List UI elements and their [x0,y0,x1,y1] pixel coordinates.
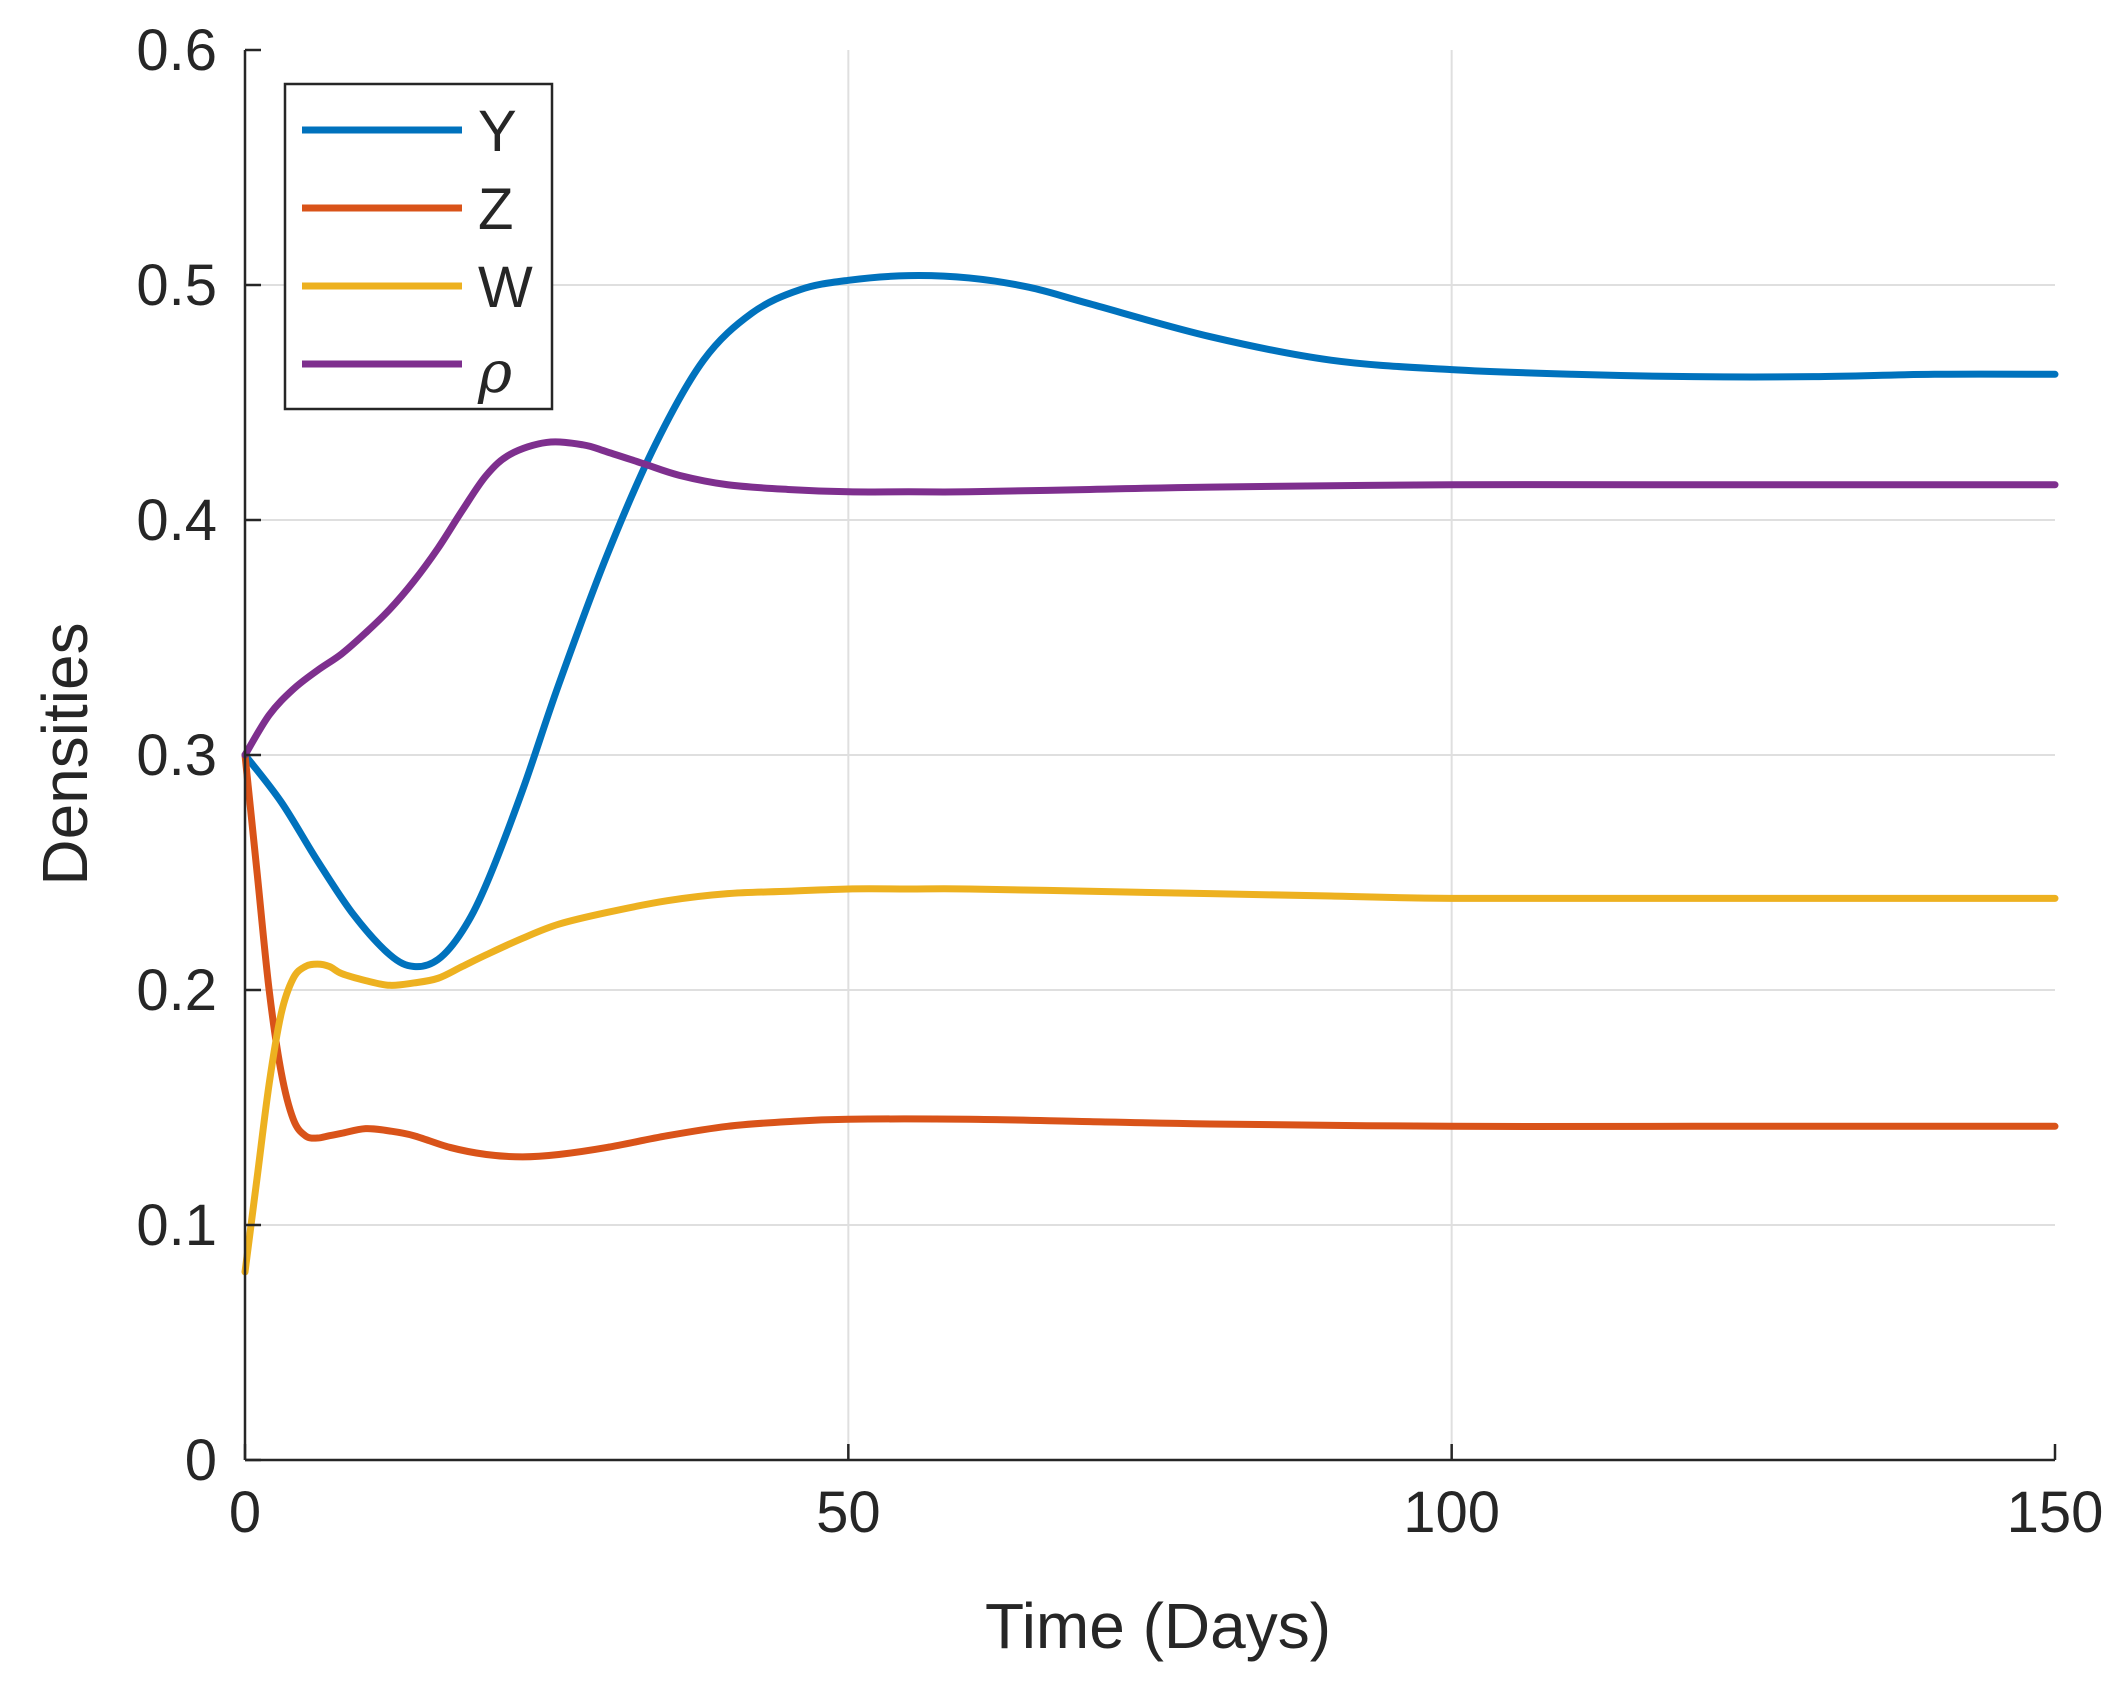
x-tick-label-3: 150 [2007,1480,2104,1545]
legend-label-rho: ρ [477,338,512,406]
series-line-z [241,751,2059,1161]
y-tick-label-2: 0.2 [136,958,217,1023]
y-tick-label-0: 0 [185,1428,217,1493]
legend-label-y: Y [478,99,517,164]
series-lines [241,272,2059,1276]
legend-item-rho[interactable]: ρ [302,338,512,406]
x-tick-label-2: 100 [1403,1480,1500,1545]
y-axis-title: Densities [29,622,101,885]
series-line-w [241,885,2059,1276]
y-tick-label-6: 0.6 [136,18,217,83]
x-tick-label-0: 0 [229,1480,261,1545]
legend-label-z: Z [478,177,513,242]
legend-item-z[interactable]: Z [302,177,513,242]
tick-labels: 0 50 100 150 0 0.1 0.2 0.3 0.4 0.5 0.6 [136,18,2103,1545]
x-axis-title: Time (Days) [985,1590,1331,1662]
series-line-y [241,272,2059,971]
y-tick-label-3: 0.3 [136,723,217,788]
x-tick-label-1: 50 [816,1480,881,1545]
axes [243,48,2057,1462]
y-tick-label-4: 0.4 [136,488,217,553]
legend-item-w[interactable]: W [302,255,533,320]
series-line-rho [241,438,2059,759]
legend-box [283,82,554,411]
y-tick-label-1: 0.1 [136,1193,217,1258]
grid-lines [245,50,2055,1460]
legend-item-y[interactable]: Y [302,99,517,164]
legend[interactable]: Y Z W ρ [283,82,554,411]
legend-label-w: W [478,255,533,320]
y-tick-label-5: 0.5 [136,253,217,318]
